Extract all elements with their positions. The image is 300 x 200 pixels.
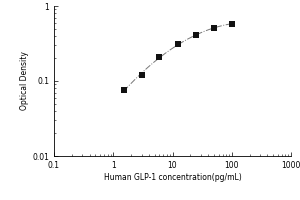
Point (230, 22, 234, 25)
Point (157, 55, 162, 58)
Point (121, 89, 126, 92)
Point (176, 43, 181, 46)
Point (212, 26, 216, 30)
Point (139, 73, 144, 77)
X-axis label: Human GLP-1 concentration(pg/mL): Human GLP-1 concentration(pg/mL) (103, 173, 242, 182)
Point (194, 33, 199, 37)
Y-axis label: Optical Density: Optical Density (20, 52, 29, 110)
